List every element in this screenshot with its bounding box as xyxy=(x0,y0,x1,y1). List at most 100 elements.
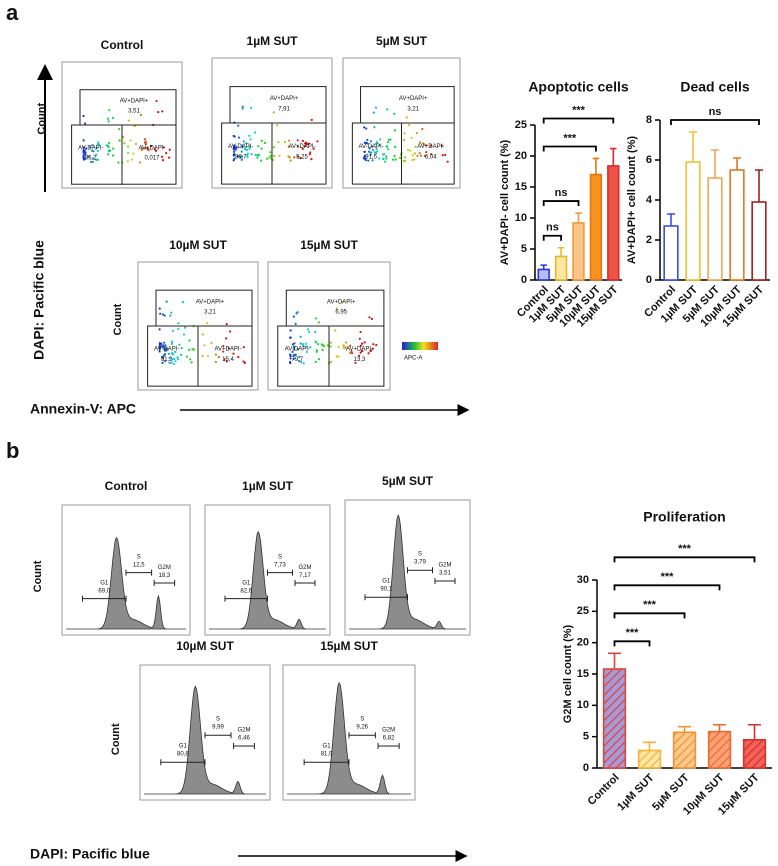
event-dot xyxy=(185,355,188,358)
event-dot xyxy=(367,352,370,355)
y-tick-label: 2 xyxy=(646,234,652,246)
panel-label: b xyxy=(6,438,19,463)
event-dot xyxy=(320,343,323,346)
gate-label: 3,79 xyxy=(414,560,426,566)
event-dot xyxy=(364,158,367,162)
event-dot xyxy=(310,158,313,161)
event-dot xyxy=(369,349,373,352)
event-dot xyxy=(265,157,269,160)
event-dot xyxy=(441,154,444,157)
event-dot xyxy=(177,322,180,325)
plot-title: 1µM SUT xyxy=(242,479,294,493)
gate-label: 3,21 xyxy=(204,309,216,315)
event-dot xyxy=(289,159,292,162)
event-dot xyxy=(107,153,110,156)
event-dot xyxy=(371,347,374,350)
event-dot xyxy=(263,141,267,144)
event-dot xyxy=(393,112,396,115)
event-dot xyxy=(350,350,353,353)
histogram xyxy=(287,681,411,795)
y-tick-label: 10 xyxy=(577,699,589,711)
event-dot xyxy=(444,153,447,157)
event-dot xyxy=(259,159,263,162)
plot-title: 15µM SUT xyxy=(300,238,358,252)
error-bar xyxy=(732,157,742,170)
gate-label: AV+DAPI+ xyxy=(120,99,149,105)
event-dot xyxy=(314,330,317,333)
significance-bracket xyxy=(613,640,651,647)
event-dot xyxy=(250,106,253,109)
y-tick-label: 25 xyxy=(515,119,527,131)
event-dot xyxy=(403,159,407,163)
gate-label: 6,82 xyxy=(383,735,395,741)
event-dot xyxy=(95,146,98,150)
event-dot xyxy=(126,151,130,154)
event-dot xyxy=(292,354,295,357)
event-dot xyxy=(232,352,235,355)
gate-label: AV+DAPI+ xyxy=(399,96,428,102)
gate-label: G2M xyxy=(158,565,171,571)
event-dot xyxy=(206,354,210,358)
event-dot xyxy=(89,160,93,164)
gate-label: AV+DAPI- xyxy=(417,144,444,150)
significance-label: *** xyxy=(572,104,586,116)
event-dot xyxy=(316,140,319,143)
event-dot xyxy=(168,356,171,360)
y-tick-label: 4 xyxy=(646,194,653,206)
event-dot xyxy=(84,157,87,160)
event-dot xyxy=(373,126,376,129)
significance-label: ns xyxy=(709,106,722,118)
event-dot xyxy=(366,138,369,141)
plot-title: 10µM SUT xyxy=(169,238,227,252)
event-dot xyxy=(293,345,296,348)
event-dot xyxy=(240,150,243,153)
event-dot xyxy=(235,146,238,149)
event-dot xyxy=(296,347,299,351)
event-dot xyxy=(223,358,226,361)
event-dot xyxy=(126,160,129,163)
y-tick-label: 20 xyxy=(515,150,527,162)
gate-label: G1 xyxy=(242,581,251,587)
chart-title: Proliferation xyxy=(643,509,725,525)
gate xyxy=(224,595,268,602)
event-dot xyxy=(163,353,167,356)
gate xyxy=(328,325,385,387)
gate-label: 6,95 xyxy=(335,309,347,315)
event-dot xyxy=(403,132,406,135)
event-dot xyxy=(423,154,427,158)
error-bar xyxy=(710,149,720,178)
event-dot xyxy=(296,145,300,148)
error-bar xyxy=(607,652,622,669)
event-dot xyxy=(233,144,236,147)
event-dot xyxy=(234,148,237,151)
event-dot xyxy=(164,347,168,350)
event-dot xyxy=(375,141,379,144)
gate xyxy=(153,580,176,586)
event-dot xyxy=(139,113,143,117)
event-dot xyxy=(191,348,194,351)
event-dot xyxy=(335,307,338,310)
event-dot xyxy=(283,140,287,144)
event-dot xyxy=(370,145,374,148)
event-dot xyxy=(354,361,357,365)
event-dot xyxy=(87,155,90,158)
gate-label: G2M xyxy=(298,565,311,571)
event-dot xyxy=(240,155,244,158)
event-dot xyxy=(225,337,228,340)
event-dot xyxy=(123,142,126,145)
event-dot xyxy=(163,314,166,317)
event-dot xyxy=(422,142,425,145)
event-dot xyxy=(141,147,144,150)
event-dot xyxy=(161,361,164,364)
event-dot xyxy=(158,328,161,331)
x-axis-title: Annexin-V: APC xyxy=(30,401,136,417)
event-dot xyxy=(176,356,179,359)
gate-label: 7,17 xyxy=(299,573,311,579)
event-dot xyxy=(413,152,417,155)
bar xyxy=(572,222,585,281)
plot-title: 10µM SUT xyxy=(176,639,234,653)
gate-label: 18,3 xyxy=(159,573,171,579)
event-dot xyxy=(158,346,162,349)
bar xyxy=(751,201,767,281)
event-dot xyxy=(296,139,299,142)
